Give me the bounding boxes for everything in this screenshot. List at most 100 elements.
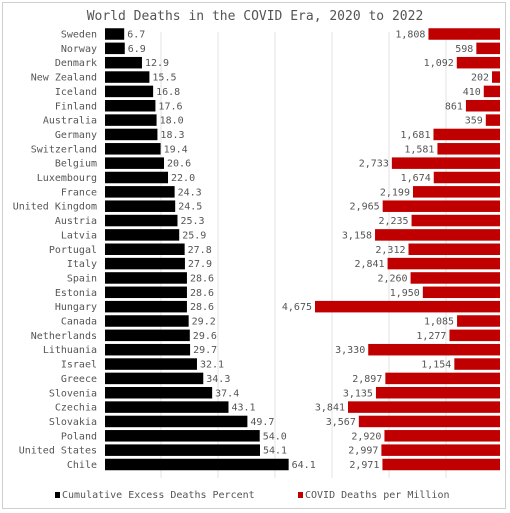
covid-deaths-bar	[385, 372, 500, 385]
covid-deaths-value-label: 2,733	[359, 159, 389, 170]
excess-deaths-bar	[105, 171, 169, 184]
excess-deaths-bars: 6.7 6.9 12.9 15.5 16.8 17.6 18.0 18.3 19.4 20.6 22…	[105, 28, 316, 471]
excess-deaths-value-label: 28.6	[190, 288, 214, 299]
country-label: Iceland	[55, 87, 97, 98]
excess-deaths-bar	[105, 272, 187, 284]
country-label: Italy	[67, 259, 97, 270]
covid-deaths-value-label: 2,260	[377, 273, 407, 284]
excess-deaths-bar	[105, 42, 125, 55]
chart-title: World Deaths in the COVID Era, 2020 to 2…	[87, 9, 424, 24]
excess-deaths-bar	[105, 358, 197, 370]
covid-deaths-value-label: 598	[455, 44, 473, 55]
excess-deaths-value-label: 24.5	[178, 202, 202, 213]
covid-deaths-value-label: 2,897	[352, 374, 382, 385]
covid-deaths-value-label: 2,199	[380, 187, 410, 198]
excess-deaths-value-label: 25.9	[182, 230, 206, 241]
excess-deaths-bar	[105, 286, 187, 299]
country-label: Chile	[67, 460, 97, 471]
excess-deaths-value-label: 29.2	[192, 317, 216, 328]
excess-deaths-value-label: 19.4	[164, 144, 188, 155]
excess-deaths-value-label: 18.0	[160, 116, 184, 127]
country-label: Lithuania	[43, 345, 97, 356]
excess-deaths-bar	[105, 229, 180, 241]
excess-deaths-bar	[105, 372, 204, 385]
covid-deaths-value-label: 4,675	[282, 302, 312, 313]
country-label: Denmark	[55, 58, 97, 69]
covid-deaths-value-label: 1,154	[421, 360, 451, 371]
excess-deaths-value-label: 29.7	[193, 345, 217, 356]
excess-deaths-value-label: 15.5	[152, 73, 176, 84]
excess-deaths-bar	[105, 243, 185, 255]
excess-deaths-bar	[105, 157, 165, 169]
excess-deaths-value-label: 54.1	[263, 446, 287, 457]
country-label: Norway	[61, 44, 97, 55]
covid-deaths-bar	[368, 343, 500, 356]
excess-deaths-bar	[105, 28, 125, 40]
excess-deaths-value-label: 37.4	[215, 388, 239, 399]
excess-deaths-value-label: 12.9	[145, 58, 169, 69]
country-label: United Kingdom	[13, 202, 97, 213]
country-label: Switzerland	[31, 144, 97, 155]
excess-deaths-bar	[105, 458, 289, 471]
excess-deaths-value-label: 20.6	[167, 159, 191, 170]
excess-deaths-value-label: 17.6	[158, 101, 182, 112]
excess-deaths-value-label: 27.8	[188, 245, 212, 256]
excess-deaths-bar	[105, 401, 229, 413]
covid-deaths-value-label: 1,581	[404, 144, 434, 155]
covid-deaths-value-label: 3,841	[315, 403, 345, 414]
excess-deaths-bar	[105, 315, 189, 327]
covid-deaths-bar	[408, 243, 500, 255]
covid-deaths-value-label: 1,950	[390, 288, 420, 299]
excess-deaths-bar	[105, 114, 157, 126]
excess-deaths-bar	[105, 300, 187, 313]
covid-deaths-value-label: 2,920	[351, 431, 381, 442]
covid-deaths-bar	[437, 143, 500, 155]
covid-deaths-value-label: 3,330	[335, 345, 365, 356]
covid-deaths-bar	[348, 401, 500, 413]
legend-label-covid-deaths: COVID Deaths per Million	[305, 490, 450, 501]
covid-deaths-bar	[358, 415, 500, 428]
country-label: Austria	[55, 216, 97, 227]
covid-deaths-bar	[454, 358, 500, 370]
excess-deaths-bar	[105, 415, 248, 428]
country-label: Luxembourg	[37, 173, 97, 184]
covid-deaths-value-label: 1,674	[401, 173, 431, 184]
country-label: Netherlands	[31, 331, 97, 342]
excess-deaths-value-label: 54.0	[263, 431, 287, 442]
legend-label-excess-deaths: Cumulative Excess Deaths Percent	[62, 490, 255, 501]
covid-deaths-bar	[485, 114, 500, 126]
covid-deaths-bar	[411, 214, 500, 227]
covid-deaths-value-label: 1,277	[416, 331, 446, 342]
country-label: Slovakia	[49, 417, 97, 428]
excess-deaths-value-label: 64.1	[292, 460, 316, 471]
excess-deaths-value-label: 32.1	[200, 360, 224, 371]
excess-deaths-bar	[105, 200, 176, 212]
excess-deaths-value-label: 22.0	[171, 173, 195, 184]
excess-deaths-bar	[105, 343, 191, 356]
country-label: Belgium	[55, 159, 97, 170]
excess-deaths-value-label: 28.6	[190, 302, 214, 313]
covid-deaths-value-label: 2,235	[378, 216, 408, 227]
country-label: France	[61, 187, 97, 198]
country-label: Greece	[61, 374, 97, 385]
excess-deaths-value-label: 6.9	[128, 44, 146, 55]
chart-frame	[2, 2, 506, 509]
excess-deaths-bar	[105, 143, 161, 155]
excess-deaths-bar	[105, 430, 260, 442]
covid-deaths-bar	[483, 85, 500, 98]
country-label: Hungary	[55, 302, 97, 313]
covid-deaths-bar	[382, 458, 500, 471]
covid-deaths-bar	[387, 257, 500, 270]
country-label: United States	[19, 446, 97, 457]
country-label: New Zealand	[31, 73, 97, 84]
excess-deaths-value-label: 6.7	[127, 30, 145, 41]
excess-deaths-value-label: 49.7	[250, 417, 274, 428]
covid-deaths-bar	[410, 272, 500, 284]
country-label: Latvia	[61, 230, 97, 241]
covid-deaths-value-label: 1,092	[424, 58, 454, 69]
excess-deaths-value-label: 16.8	[156, 87, 180, 98]
covid-deaths-bar	[381, 444, 500, 456]
country-label: Australia	[43, 116, 97, 127]
covid-deaths-bar	[476, 42, 500, 55]
covid-deaths-value-label: 1,085	[424, 317, 454, 328]
